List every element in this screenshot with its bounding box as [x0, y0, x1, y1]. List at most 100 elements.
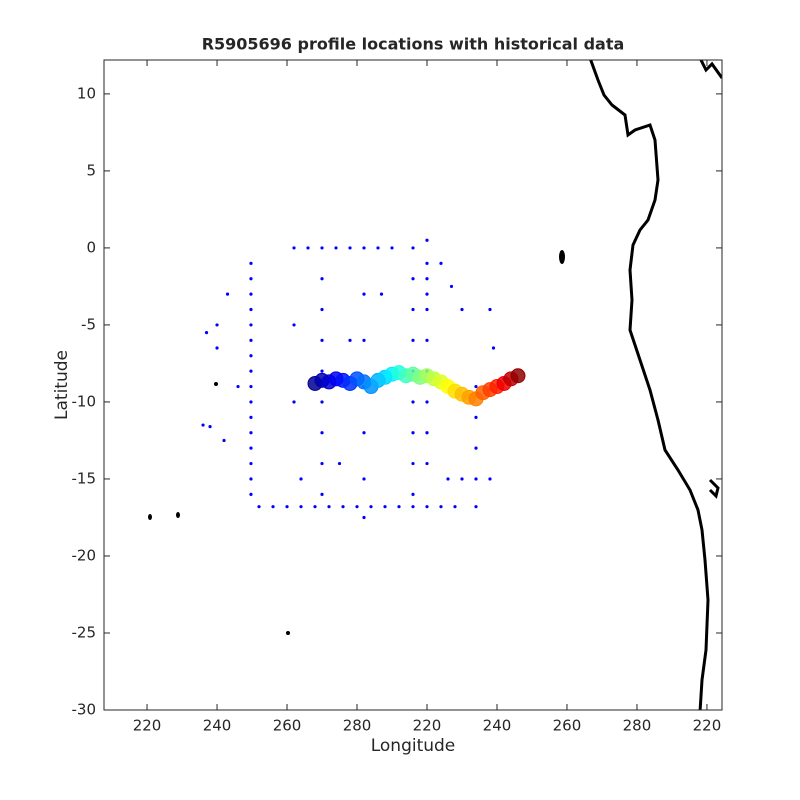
historical-location	[249, 415, 253, 419]
y-tick-label: 0	[86, 238, 96, 256]
x-axis-label: Longitude	[371, 736, 456, 756]
historical-location	[215, 323, 219, 327]
historical-location	[369, 505, 373, 509]
historical-location	[488, 307, 492, 312]
plot-marks	[201, 238, 526, 520]
y-axis-label: Latitude	[52, 350, 72, 420]
historical-location	[292, 400, 296, 404]
historical-location	[411, 246, 415, 250]
historical-location	[337, 461, 342, 466]
historical-location	[425, 461, 429, 466]
y-tick-label: -15	[72, 469, 97, 487]
historical-location	[449, 284, 454, 289]
historical-location	[379, 292, 384, 296]
y-tick-label: -30	[72, 701, 97, 719]
historical-location	[411, 338, 415, 342]
historical-location	[362, 338, 366, 342]
historical-location	[411, 400, 415, 404]
historical-location	[225, 292, 230, 296]
historical-location	[320, 461, 324, 466]
x-tick-label: 280	[343, 717, 372, 735]
x-tick-label: 220	[133, 717, 162, 735]
historical-location	[320, 492, 324, 496]
historical-location	[249, 354, 253, 358]
x-tick-label: 260	[273, 717, 302, 735]
historical-location	[249, 323, 253, 327]
historical-location	[249, 338, 253, 342]
y-tick-label: 10	[77, 84, 96, 102]
historical-location	[249, 492, 253, 496]
historical-location	[425, 400, 429, 404]
historical-location	[411, 277, 415, 281]
x-tick-label: 260	[553, 717, 582, 735]
historical-location	[425, 431, 429, 435]
historical-location	[249, 477, 253, 481]
historical-location	[208, 424, 212, 429]
historical-location	[313, 505, 317, 509]
historical-location	[474, 505, 478, 509]
historical-location	[355, 505, 359, 509]
historical-location	[425, 238, 429, 242]
historical-location	[425, 338, 429, 342]
historical-location	[383, 505, 387, 509]
historical-location	[362, 431, 366, 435]
historical-location	[249, 461, 253, 466]
historical-location	[411, 461, 415, 466]
historical-location	[292, 323, 296, 327]
historical-location	[306, 246, 310, 250]
historical-location	[320, 369, 324, 373]
historical-location	[320, 431, 324, 435]
historical-location	[249, 369, 253, 373]
historical-location	[249, 261, 253, 265]
historical-location	[249, 446, 253, 450]
historical-location	[222, 438, 226, 443]
historical-location	[474, 446, 478, 450]
historical-location	[249, 307, 253, 312]
historical-location	[376, 246, 380, 250]
historical-location	[474, 477, 478, 481]
historical-location	[488, 477, 492, 481]
islands	[148, 250, 565, 635]
historical-location	[425, 277, 429, 281]
chart-title: R5905696 profile locations with historic…	[202, 35, 625, 54]
historical-location	[249, 292, 253, 296]
x-tick-label: 220	[413, 717, 442, 735]
historical-location	[411, 307, 415, 312]
historical-location	[439, 505, 443, 509]
historical-location	[453, 505, 457, 509]
historical-location	[397, 505, 401, 509]
historical-location	[341, 505, 345, 509]
historical-location	[411, 492, 415, 496]
historical-location	[299, 477, 303, 481]
historical-location	[362, 292, 366, 296]
historical-location	[299, 505, 303, 509]
historical-location	[348, 338, 352, 342]
historical-location	[236, 384, 240, 389]
historical-location	[460, 477, 464, 481]
historical-location	[249, 400, 253, 404]
y-tick-label: -10	[72, 392, 97, 410]
historical-location	[491, 346, 496, 350]
historical-location	[201, 423, 205, 427]
coastline	[589, 60, 722, 710]
historical-location	[320, 338, 324, 342]
historical-location	[446, 477, 450, 481]
historical-location	[285, 505, 289, 509]
x-tick-label: 240	[203, 717, 232, 735]
historical-location	[411, 505, 415, 509]
historical-location	[362, 515, 366, 520]
historical-location	[334, 246, 338, 250]
historical-location	[327, 505, 331, 509]
historical-location	[425, 261, 429, 265]
historical-location	[249, 277, 253, 281]
historical-location	[271, 505, 275, 509]
historical-location	[320, 307, 324, 312]
historical-location	[204, 331, 209, 335]
historical-location	[320, 400, 324, 404]
historical-location	[439, 261, 443, 265]
historical-location	[362, 246, 366, 250]
profile-location	[510, 368, 526, 384]
x-tick-label: 280	[623, 717, 652, 735]
